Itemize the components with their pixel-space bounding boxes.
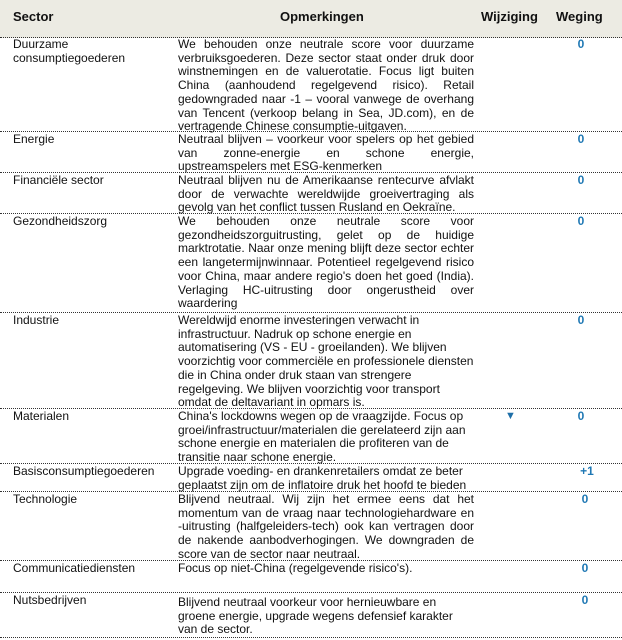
- header-change: Wijziging: [481, 9, 538, 24]
- sector-weight: 0: [577, 214, 585, 228]
- sector-remarks: Blijvend neutraal. Wij zijn het ermee ee…: [178, 492, 474, 561]
- header-weight: Weging: [556, 9, 603, 24]
- triangle-down-icon: ▼: [505, 410, 516, 422]
- table-row: Duurzame consumptiegoederen We behouden …: [0, 37, 622, 134]
- sector-name: Nutsbedrijven: [13, 593, 87, 607]
- sector-remarks: Blijvend neutraal voorkeur voor hernieuw…: [178, 595, 453, 637]
- sector-remarks: We behouden onze neutrale score voor gez…: [178, 214, 474, 311]
- sector-remarks: Neutraal blijven – voorkeur voor spelers…: [178, 132, 474, 174]
- table-row: Industrie Wereldwijd enorme investeringe…: [0, 313, 622, 409]
- sector-weight: 0: [577, 409, 585, 423]
- table-row: Energie Neutraal blijven – voorkeur voor…: [0, 132, 622, 173]
- sector-remarks: Wereldwijd enorme investeringen verwacht…: [178, 313, 474, 410]
- table-row: Gezondheidszorg We behouden onze neutral…: [0, 214, 622, 313]
- sector-name: Duurzame consumptiegoederen: [13, 37, 126, 65]
- sector-weight: 0: [577, 132, 585, 146]
- sector-weight: 0: [577, 313, 585, 327]
- sector-name: Basisconsumptiegoederen: [13, 464, 155, 478]
- header-sector: Sector: [13, 9, 54, 24]
- sector-name: Financiële sector: [13, 173, 104, 187]
- sector-name: Energie: [13, 132, 55, 146]
- sector-weight: 0: [581, 561, 589, 575]
- sector-weight: +1: [580, 464, 594, 478]
- sector-weight: 0: [581, 492, 589, 506]
- sector-remarks: China's lockdowns wegen op de vraagzijde…: [178, 409, 466, 465]
- sector-name: Materialen: [13, 409, 70, 423]
- sector-weight: 0: [577, 173, 585, 187]
- sector-remarks: Upgrade voeding- en drankenretailers omd…: [178, 464, 467, 492]
- sector-name: Gezondheidszorg: [13, 214, 108, 228]
- table-row: Materialen China's lockdowns wegen op de…: [0, 409, 622, 464]
- table-row: Technologie Blijvend neutraal. Wij zijn …: [0, 492, 622, 561]
- table-row: Financiële sector Neutraal blijven nu de…: [0, 173, 622, 214]
- sector-name: Technologie: [13, 492, 78, 506]
- table-header: Sector Opmerkingen Wijziging Weging: [0, 0, 622, 38]
- sector-name: Communicatiediensten: [13, 561, 136, 575]
- sector-remarks: We behouden onze neutrale score voor duu…: [178, 37, 474, 134]
- table-row: Communicatiediensten Focus op niet-China…: [0, 561, 622, 593]
- header-remarks: Opmerkingen: [280, 9, 364, 24]
- sector-table: Duurzame consumptiegoederen We behouden …: [0, 37, 622, 638]
- sector-weight: 0: [581, 593, 589, 607]
- sector-name: Industrie: [13, 313, 60, 327]
- sector-remarks: Focus op niet-China (regelgevende risico…: [178, 561, 413, 575]
- table-row: Basisconsumptiegoederen Upgrade voeding-…: [0, 464, 622, 492]
- table-row: Nutsbedrijven Blijvend neutraal voorkeur…: [0, 593, 622, 638]
- sector-remarks: Neutraal blijven nu de Amerikaanse rente…: [178, 173, 474, 215]
- sector-weight: 0: [577, 37, 585, 51]
